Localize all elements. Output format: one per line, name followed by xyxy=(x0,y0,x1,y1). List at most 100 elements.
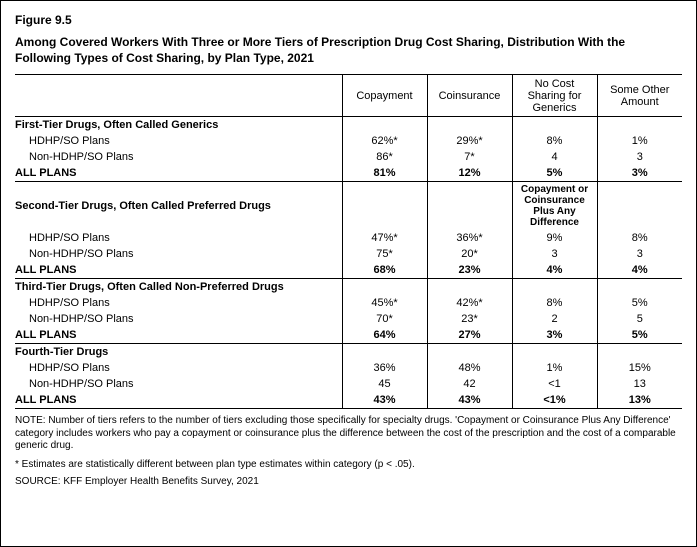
section-header-label: Fourth-Tier Drugs xyxy=(15,344,342,361)
data-cell: 36% xyxy=(342,360,427,376)
data-cell: 45%* xyxy=(342,295,427,311)
data-cell: 47%* xyxy=(342,230,427,246)
data-cell: 23% xyxy=(427,262,512,279)
data-cell: 48% xyxy=(427,360,512,376)
all-plans-row: ALL PLANS81%12%5%3% xyxy=(15,165,682,182)
cell-blank xyxy=(342,279,427,296)
source-text: SOURCE: KFF Employer Health Benefits Sur… xyxy=(15,476,682,487)
header-blank xyxy=(15,75,342,117)
section-header-row: Third-Tier Drugs, Often Called Non-Prefe… xyxy=(15,279,682,296)
data-cell: 36%* xyxy=(427,230,512,246)
data-cell: 15% xyxy=(597,360,682,376)
table-row: HDHP/SO Plans45%*42%*8%5% xyxy=(15,295,682,311)
data-cell: 13% xyxy=(597,392,682,409)
data-cell: 5 xyxy=(597,311,682,327)
significance-note: * Estimates are statistically different … xyxy=(15,459,682,470)
data-cell: 8% xyxy=(512,295,597,311)
table-row: HDHP/SO Plans47%*36%*9%8% xyxy=(15,230,682,246)
data-cell: 20* xyxy=(427,246,512,262)
row-label: HDHP/SO Plans xyxy=(15,360,342,376)
row-label: HDHP/SO Plans xyxy=(15,133,342,149)
all-plans-row: ALL PLANS64%27%3%5% xyxy=(15,327,682,344)
all-plans-label: ALL PLANS xyxy=(15,262,342,279)
row-label: Non-HDHP/SO Plans xyxy=(15,246,342,262)
row-label: Non-HDHP/SO Plans xyxy=(15,376,342,392)
data-cell: 81% xyxy=(342,165,427,182)
data-cell: 42 xyxy=(427,376,512,392)
section-header-row: First-Tier Drugs, Often Called Generics xyxy=(15,117,682,134)
col3-inline-header: Copayment or Coinsurance Plus Any Differ… xyxy=(517,184,593,228)
data-cell: 43% xyxy=(342,392,427,409)
table-row: Non-HDHP/SO Plans86*7*43 xyxy=(15,149,682,165)
section-header-label: First-Tier Drugs, Often Called Generics xyxy=(15,117,342,134)
cell-blank xyxy=(427,182,512,231)
note-text: NOTE: Number of tiers refers to the numb… xyxy=(15,415,682,453)
data-cell: <1% xyxy=(512,392,597,409)
data-cell: 3% xyxy=(597,165,682,182)
data-cell: 3 xyxy=(597,149,682,165)
data-cell: 86* xyxy=(342,149,427,165)
data-cell: 8% xyxy=(512,133,597,149)
all-plans-label: ALL PLANS xyxy=(15,392,342,409)
col-coinsurance: Coinsurance xyxy=(427,75,512,117)
data-cell: 5% xyxy=(512,165,597,182)
table-row: HDHP/SO Plans36%48%1%15% xyxy=(15,360,682,376)
cell-blank xyxy=(427,344,512,361)
data-cell: 4% xyxy=(597,262,682,279)
cell-blank: Copayment or Coinsurance Plus Any Differ… xyxy=(512,182,597,231)
data-cell: 3 xyxy=(512,246,597,262)
col-copayment: Copayment xyxy=(342,75,427,117)
row-label: HDHP/SO Plans xyxy=(15,230,342,246)
cell-blank xyxy=(342,117,427,134)
cell-blank xyxy=(427,279,512,296)
data-cell: 45 xyxy=(342,376,427,392)
header-row: Copayment Coinsurance No Cost Sharing fo… xyxy=(15,75,682,117)
cell-blank xyxy=(512,344,597,361)
data-cell: 9% xyxy=(512,230,597,246)
row-label: HDHP/SO Plans xyxy=(15,295,342,311)
table-row: Non-HDHP/SO Plans4542<113 xyxy=(15,376,682,392)
row-label: Non-HDHP/SO Plans xyxy=(15,149,342,165)
data-table: Copayment Coinsurance No Cost Sharing fo… xyxy=(15,74,682,409)
data-cell: 64% xyxy=(342,327,427,344)
data-cell: 68% xyxy=(342,262,427,279)
data-cell: 1% xyxy=(597,133,682,149)
figure-title: Among Covered Workers With Three or More… xyxy=(15,35,682,66)
section-header-label: Second-Tier Drugs, Often Called Preferre… xyxy=(15,182,342,231)
data-cell: 75* xyxy=(342,246,427,262)
data-cell: 5% xyxy=(597,295,682,311)
figure-number: Figure 9.5 xyxy=(15,13,682,27)
data-cell: 3% xyxy=(512,327,597,344)
data-cell: 4% xyxy=(512,262,597,279)
section-header-label: Third-Tier Drugs, Often Called Non-Prefe… xyxy=(15,279,342,296)
data-cell: 13 xyxy=(597,376,682,392)
col-no-cost-sharing: No Cost Sharing for Generics xyxy=(512,75,597,117)
data-cell: 8% xyxy=(597,230,682,246)
all-plans-label: ALL PLANS xyxy=(15,165,342,182)
data-cell: <1 xyxy=(512,376,597,392)
cell-blank xyxy=(427,117,512,134)
row-label: Non-HDHP/SO Plans xyxy=(15,311,342,327)
cell-blank xyxy=(597,344,682,361)
table-row: Non-HDHP/SO Plans70*23*25 xyxy=(15,311,682,327)
data-cell: 27% xyxy=(427,327,512,344)
data-cell: 12% xyxy=(427,165,512,182)
data-cell: 2 xyxy=(512,311,597,327)
data-cell: 43% xyxy=(427,392,512,409)
section-header-row: Fourth-Tier Drugs xyxy=(15,344,682,361)
data-cell: 7* xyxy=(427,149,512,165)
data-cell: 4 xyxy=(512,149,597,165)
all-plans-row: ALL PLANS68%23%4%4% xyxy=(15,262,682,279)
cell-blank xyxy=(597,117,682,134)
cell-blank xyxy=(342,344,427,361)
data-cell: 3 xyxy=(597,246,682,262)
table-row: Non-HDHP/SO Plans75*20*33 xyxy=(15,246,682,262)
col-other-amount: Some Other Amount xyxy=(597,75,682,117)
data-cell: 29%* xyxy=(427,133,512,149)
data-cell: 5% xyxy=(597,327,682,344)
all-plans-label: ALL PLANS xyxy=(15,327,342,344)
data-cell: 1% xyxy=(512,360,597,376)
cell-blank xyxy=(342,182,427,231)
table-row: HDHP/SO Plans62%*29%*8%1% xyxy=(15,133,682,149)
data-cell: 42%* xyxy=(427,295,512,311)
